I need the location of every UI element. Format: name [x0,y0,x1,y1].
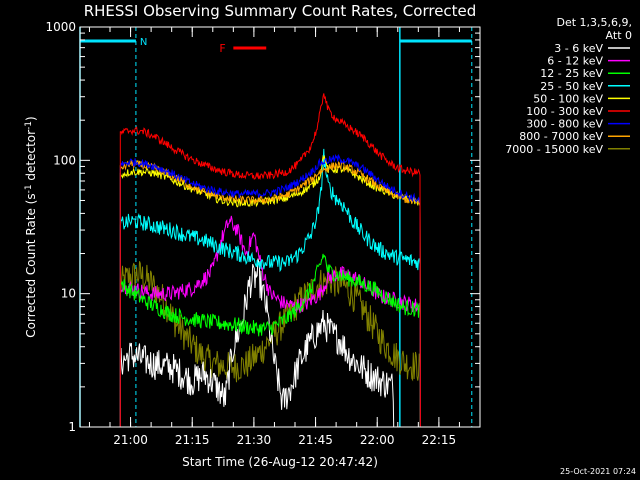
y-axis-label-sup1: -1 [24,184,34,193]
series-layer [119,93,421,428]
night-flag-label: N [140,37,147,48]
legend-label-0: 3 - 6 keV [554,42,603,55]
x-axis-label: Start Time (26-Aug-12 20:47:42) [182,455,378,469]
series-line-8 [119,261,421,428]
x-tick-label: 21:00 [113,433,148,447]
x-axis: 21:00 21:15 21:30 21:45 22:00 22:15 [88,27,481,447]
plot-frame [79,26,481,428]
y-axis-label-part3: ) [24,116,38,121]
series-line-0 [119,258,395,428]
y-tick-label: 1000 [45,20,76,34]
legend-label-8: 7000 - 15000 keV [505,143,603,156]
y-axis: 1 10 100 1000 [45,20,480,434]
y-tick-label: 100 [53,153,76,167]
flare-flag-label: F [219,42,225,55]
x-tick-label: 21:45 [298,433,333,447]
y-axis-label-part1: Corrected Count Rate (s [24,193,38,337]
legend-label-5: 100 - 300 keV [526,105,603,118]
legend-label-4: 50 - 100 keV [533,92,603,105]
x-tick-label: 22:00 [360,433,395,447]
chart-title: RHESSI Observing Summary Count Rates, Co… [84,2,477,20]
series-line-6 [119,153,421,428]
legend-header-line1: Det 1,3,5,6,9, [556,16,632,29]
legend-header-line2: Att 0 [606,29,632,42]
series-line-1 [119,215,421,428]
y-axis-label-sup2: -1 [24,121,34,130]
legend-label-6: 300 - 800 keV [526,118,603,131]
y-tick-label: 10 [61,287,76,301]
x-tick-label: 22:15 [422,433,457,447]
legend-label-1: 6 - 12 keV [547,55,603,68]
x-tick-label: 21:30 [237,433,272,447]
legend-label-7: 800 - 7000 keV [519,130,603,143]
y-axis-label-part2: detector [24,130,38,185]
series-line-5 [119,93,421,428]
series-line-2 [119,253,421,428]
y-tick-label: 1 [68,420,76,434]
y-axis-label: Corrected Count Rate (s-1 detector-1) [24,116,38,337]
series-line-7 [119,160,421,428]
timestamp: 25-Oct-2021 07:24 [560,467,636,476]
legend-label-2: 12 - 25 keV [540,67,603,80]
x-tick-label: 21:15 [175,433,210,447]
series-line-3 [119,148,421,428]
legend-label-3: 25 - 50 keV [540,80,603,93]
